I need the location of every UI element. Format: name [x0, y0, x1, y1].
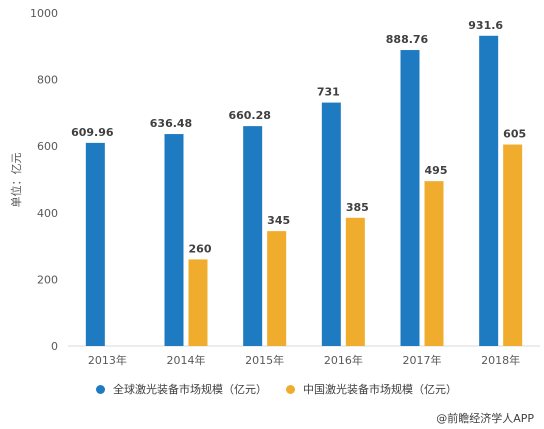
- y-tick-label: 1000: [30, 7, 58, 20]
- x-tick-label: 2017年: [403, 353, 442, 367]
- x-tick-label: 2018年: [481, 353, 520, 367]
- data-label-global: 660.28: [228, 109, 270, 122]
- x-tick-label: 2013年: [88, 353, 127, 367]
- bar-global: [321, 102, 341, 347]
- legend-marker-china: [286, 384, 295, 394]
- data-label-global: 609.96: [71, 126, 114, 139]
- data-label-global: 731: [317, 86, 340, 99]
- data-label-global: 636.48: [150, 117, 192, 130]
- x-tick-label: 2016年: [324, 353, 363, 367]
- legend-item-global: 全球激光装备市场规模（亿元）: [96, 381, 267, 397]
- bar-global: [479, 35, 499, 347]
- x-tick-label: 2015年: [245, 353, 284, 367]
- bar-china: [424, 181, 444, 346]
- bar-global: [243, 126, 263, 346]
- bars: 609.96 636.48 260 660.28 345 731 385 888.76 495 9…: [71, 19, 526, 347]
- source-credit: @前瞻经济学人APP: [436, 412, 534, 425]
- data-label-china: 345: [267, 214, 290, 227]
- y-tick-label: 400: [37, 207, 58, 220]
- y-tick-label: 200: [37, 273, 58, 286]
- bar-china: [188, 259, 208, 346]
- bar-global: [85, 142, 105, 346]
- legend-item-china: 中国激光装备市场规模（亿元）: [286, 381, 457, 397]
- bar-china: [503, 144, 523, 346]
- data-label-china: 605: [503, 128, 526, 141]
- legend-marker-global: [96, 384, 105, 394]
- y-axis: 0 200 400 600 800 1000: [30, 7, 58, 353]
- data-label-global: 888.76: [386, 33, 429, 46]
- data-label-china: 495: [425, 164, 448, 177]
- data-label-global: 931.6: [468, 19, 503, 32]
- legend-label-china: 中国激光装备市场规模（亿元）: [303, 383, 457, 396]
- bar-china: [345, 217, 365, 346]
- y-axis-label: 单位：亿元: [9, 153, 23, 208]
- legend: 全球激光装备市场规模（亿元） 中国激光装备市场规模（亿元）: [0, 381, 544, 401]
- y-tick-label: 0: [51, 340, 58, 353]
- y-tick-label: 600: [37, 140, 58, 153]
- data-label-china: 385: [346, 201, 369, 214]
- bar-global: [400, 50, 420, 347]
- legend-label-global: 全球激光装备市场规模（亿元）: [113, 383, 267, 396]
- x-tick-label: 2014年: [167, 353, 206, 367]
- y-tick-label: 800: [37, 74, 58, 87]
- data-label-china: 260: [189, 242, 212, 255]
- x-axis: 2013年 2014年 2015年 2016年 2017年 2018年: [88, 353, 520, 367]
- bar-global: [164, 134, 184, 346]
- bar-china: [267, 231, 287, 346]
